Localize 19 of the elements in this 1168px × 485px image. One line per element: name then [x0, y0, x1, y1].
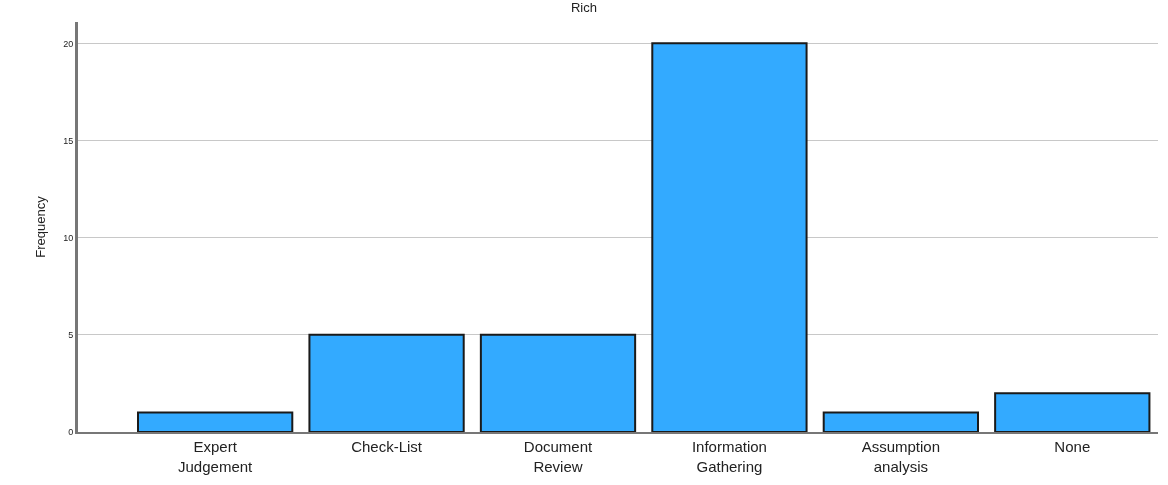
x-tick-label: Document Review: [523, 438, 594, 475]
x-tick-label: Expert Judgement: [178, 438, 254, 475]
x-tick-label: Assumption analysis: [861, 438, 941, 475]
y-tick-label: 20: [63, 38, 74, 49]
y-tick-label: 0: [68, 427, 74, 438]
x-tick-label: Check-List: [351, 438, 423, 455]
bar: [308, 333, 465, 432]
x-tick-label: Information Gathering: [691, 438, 767, 475]
y-axis-title: Frequency: [33, 195, 49, 258]
bar: [479, 333, 637, 432]
y-tick-label: 10: [63, 232, 74, 243]
chart-title: Rich: [570, 0, 598, 15]
bar: [651, 42, 808, 432]
y-tick-label: 5: [68, 329, 74, 340]
x-tick-label: None: [1054, 438, 1091, 455]
bar: [137, 411, 294, 432]
bar: [994, 392, 1151, 432]
bar: [822, 411, 979, 432]
y-tick-label: 15: [63, 135, 74, 146]
